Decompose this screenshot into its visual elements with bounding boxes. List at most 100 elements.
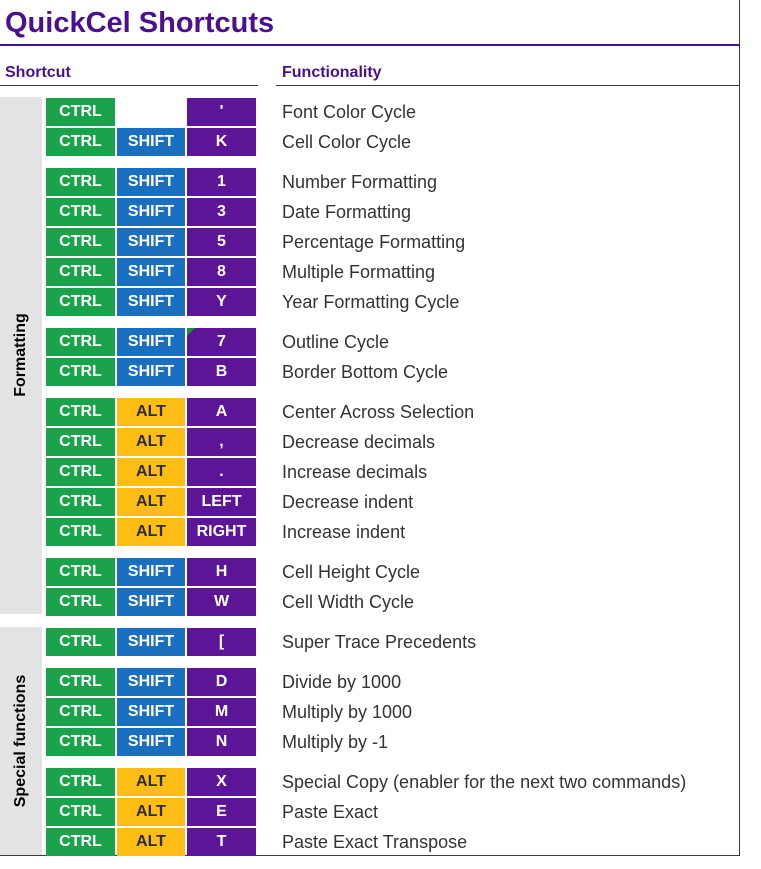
shortcut-key-cell[interactable]: N [187,728,256,756]
shortcut-key-cell[interactable]: X [187,768,256,796]
shortcut-key-cell[interactable]: RIGHT [187,518,256,546]
functionality-cell[interactable]: Outline Cycle [282,332,390,352]
alt-key-cell[interactable]: ALT [117,428,185,456]
alt-key-cell[interactable]: ALT [117,398,185,426]
functionality-cell[interactable]: Divide by 1000 [282,672,402,692]
shortcut-key-cell[interactable]: 8 [187,258,256,286]
functionality-cell[interactable]: Date Formatting [282,202,412,222]
ctrl-key-cell[interactable]: CTRL [46,668,115,696]
shortcut-key-cell[interactable]: LEFT [187,488,256,516]
functionality-cell[interactable]: Super Trace Precedents [282,632,477,652]
functionality-cell[interactable]: Paste Exact [282,802,379,822]
ctrl-key-cell[interactable]: CTRL [46,828,115,856]
ctrl-key-cell[interactable]: CTRL [46,98,115,126]
shift-key-cell[interactable]: SHIFT [117,668,185,696]
functionality-cell[interactable]: Number Formatting [282,172,438,192]
shortcut-key-cell[interactable]: D [187,668,256,696]
shift-key-cell[interactable]: SHIFT [117,228,185,256]
functionality-cell[interactable]: Increase indent [282,522,406,542]
functionality-cell[interactable]: Multiply by -1 [282,732,389,752]
ctrl-key-cell[interactable]: CTRL [46,698,115,726]
ctrl-key-cell[interactable]: CTRL [46,288,115,316]
shortcut-key-cell[interactable]: W [187,588,256,616]
comment-indicator-icon [187,328,195,336]
ctrl-key-cell[interactable]: CTRL [46,728,115,756]
ctrl-key-cell[interactable]: CTRL [46,558,115,586]
alt-key-cell[interactable]: ALT [117,768,185,796]
ctrl-key-cell[interactable]: CTRL [46,228,115,256]
ctrl-key-cell[interactable]: CTRL [46,488,115,516]
shift-key-cell[interactable]: SHIFT [117,728,185,756]
functionality-cell[interactable]: Decrease decimals [282,432,436,452]
shortcut-key-cell[interactable]: 1 [187,168,256,196]
shortcut-key-cell[interactable]: K [187,128,256,156]
section-label-formatting: Formatting [12,313,29,397]
alt-key-cell[interactable]: ALT [117,458,185,486]
shortcut-key-cell[interactable]: 5 [187,228,256,256]
alt-key-cell[interactable]: ALT [117,828,185,856]
shift-key-cell[interactable]: SHIFT [117,628,185,656]
shift-key-cell[interactable]: SHIFT [117,198,185,226]
alt-key-cell[interactable]: ALT [117,798,185,826]
functionality-cell[interactable]: Decrease indent [282,492,414,512]
functionality-cell[interactable]: Cell Color Cycle [282,132,412,152]
functionality-cell[interactable]: Paste Exact Transpose [282,832,468,852]
shortcut-key-cell[interactable]: B [187,358,256,386]
shortcut-key-cell[interactable]: ' [187,98,256,126]
shift-key-cell[interactable]: SHIFT [117,258,185,286]
ctrl-key-cell[interactable]: CTRL [46,328,115,356]
sheet-title: QuickCel Shortcuts [0,0,740,46]
functionality-cell[interactable]: Font Color Cycle [282,102,417,122]
shortcut-key-cell[interactable]: 7 [187,328,256,356]
functionality-column-header: Functionality [282,64,382,81]
shortcut-key-cell[interactable]: E [187,798,256,826]
functionality-cell[interactable]: Multiple Formatting [282,262,436,282]
functionality-cell[interactable]: Border Bottom Cycle [282,362,449,382]
functionality-cell[interactable]: Year Formatting Cycle [282,292,460,312]
shortcut-key-cell[interactable]: , [187,428,256,456]
ctrl-key-cell[interactable]: CTRL [46,358,115,386]
shift-key-cell[interactable]: SHIFT [117,588,185,616]
shortcut-key-cell[interactable]: Y [187,288,256,316]
shortcut-header-underline [0,85,258,86]
functionality-cell[interactable]: Center Across Selection [282,402,475,422]
shift-key-cell[interactable]: SHIFT [117,328,185,356]
shift-key-cell[interactable]: SHIFT [117,558,185,586]
shortcut-key-cell[interactable]: H [187,558,256,586]
ctrl-key-cell[interactable]: CTRL [46,128,115,156]
spreadsheet-sheet: QuickCel Shortcuts Shortcut Functionalit… [0,0,740,856]
shift-key-cell[interactable]: SHIFT [117,168,185,196]
functionality-cell[interactable]: Percentage Formatting [282,232,466,252]
functionality-cell[interactable]: Increase decimals [282,462,428,482]
shift-key-cell[interactable]: SHIFT [117,288,185,316]
functionality-cell[interactable]: Cell Width Cycle [282,592,415,612]
shortcut-key-cell[interactable]: 3 [187,198,256,226]
ctrl-key-cell[interactable]: CTRL [46,458,115,486]
shortcut-key-cell[interactable]: M [187,698,256,726]
shortcut-key-cell[interactable]: T [187,828,256,856]
ctrl-key-cell[interactable]: CTRL [46,258,115,286]
ctrl-key-cell[interactable]: CTRL [46,198,115,226]
shortcut-key-cell[interactable]: A [187,398,256,426]
ctrl-key-cell[interactable]: CTRL [46,518,115,546]
shortcut-key-cell[interactable]: [ [187,628,256,656]
shift-key-cell[interactable]: SHIFT [117,128,185,156]
ctrl-key-cell[interactable]: CTRL [46,768,115,796]
ctrl-key-cell[interactable]: CTRL [46,588,115,616]
functionality-cell[interactable]: Multiply by 1000 [282,702,413,722]
alt-key-cell[interactable]: ALT [117,518,185,546]
ctrl-key-cell[interactable]: CTRL [46,398,115,426]
functionality-cell[interactable]: Cell Height Cycle [282,562,421,582]
shift-key-cell[interactable]: SHIFT [117,698,185,726]
ctrl-key-cell[interactable]: CTRL [46,428,115,456]
ctrl-key-cell[interactable]: CTRL [46,168,115,196]
alt-key-cell[interactable]: ALT [117,488,185,516]
shortcut-column-header: Shortcut [5,64,71,81]
shift-key-cell[interactable]: SHIFT [117,358,185,386]
functionality-header-underline [276,85,740,86]
ctrl-key-cell[interactable]: CTRL [46,628,115,656]
section-band-formatting: Formatting [0,97,42,614]
functionality-cell[interactable]: Special Copy (enabler for the next two c… [282,772,687,792]
ctrl-key-cell[interactable]: CTRL [46,798,115,826]
shortcut-key-cell[interactable]: . [187,458,256,486]
